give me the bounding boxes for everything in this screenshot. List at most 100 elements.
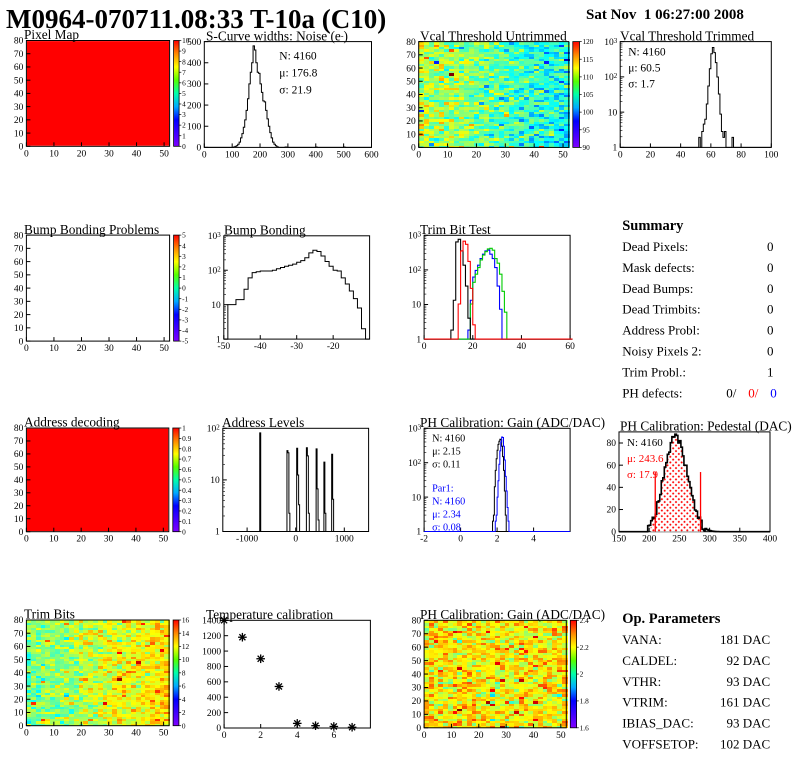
svg-text:200: 200 — [642, 535, 657, 545]
svg-text:40: 40 — [131, 729, 141, 739]
svg-text:100: 100 — [187, 122, 202, 132]
svg-text:1: 1 — [215, 528, 220, 538]
svg-text:0/: 0/ — [726, 386, 737, 401]
svg-text:40: 40 — [132, 344, 142, 354]
svg-text:2.2: 2.2 — [580, 643, 589, 652]
svg-text:40: 40 — [131, 535, 141, 545]
svg-text:40: 40 — [529, 731, 539, 741]
svg-text:10: 10 — [14, 324, 24, 334]
svg-text:90: 90 — [583, 143, 591, 152]
svg-text:10: 10 — [608, 108, 618, 118]
svg-text:-20: -20 — [327, 342, 340, 352]
svg-text:4: 4 — [182, 695, 186, 704]
svg-text:-40: -40 — [254, 342, 267, 352]
svg-text:1: 1 — [612, 144, 617, 154]
svg-text:μ: 176.8: μ: 176.8 — [279, 68, 317, 80]
svg-text:20: 20 — [472, 150, 482, 160]
svg-text:40: 40 — [132, 149, 142, 159]
svg-text:60: 60 — [14, 258, 24, 268]
svg-text:80: 80 — [607, 439, 617, 449]
svg-text:0: 0 — [182, 284, 186, 293]
svg-text:0: 0 — [24, 535, 29, 545]
svg-text:μ: 2.15: μ: 2.15 — [432, 446, 461, 457]
svg-text:0: 0 — [767, 323, 774, 338]
svg-text:Address decoding: Address decoding — [24, 415, 120, 430]
svg-text:80: 80 — [14, 616, 24, 626]
svg-text:4: 4 — [182, 241, 186, 250]
svg-text:300: 300 — [187, 80, 202, 90]
svg-text:30: 30 — [104, 344, 114, 354]
svg-text:Dead Pixels:: Dead Pixels: — [622, 239, 688, 254]
svg-text:10: 10 — [412, 493, 422, 503]
svg-text:0: 0 — [19, 337, 24, 347]
svg-text:20: 20 — [77, 149, 87, 159]
svg-text:60: 60 — [565, 342, 575, 352]
svg-text:20: 20 — [468, 342, 478, 352]
svg-text:30: 30 — [14, 489, 24, 499]
svg-text:0: 0 — [182, 721, 186, 730]
svg-text:σ: 0.08: σ: 0.08 — [432, 522, 461, 533]
svg-text:150: 150 — [612, 535, 627, 545]
svg-text:10: 10 — [49, 149, 59, 159]
svg-text:8: 8 — [182, 57, 186, 66]
svg-text:-2: -2 — [420, 535, 428, 545]
svg-text:400: 400 — [187, 59, 202, 69]
svg-text:0: 0 — [767, 344, 774, 359]
svg-text:50: 50 — [159, 535, 169, 545]
svg-text:400: 400 — [763, 535, 778, 545]
svg-text:N: 4160: N: 4160 — [628, 47, 666, 59]
svg-text:0: 0 — [24, 149, 29, 159]
svg-text:50: 50 — [556, 731, 566, 741]
svg-text:Noisy Pixels 2:: Noisy Pixels 2: — [622, 344, 701, 359]
svg-text:50: 50 — [159, 729, 169, 739]
svg-text:50: 50 — [14, 76, 24, 86]
svg-text:6: 6 — [182, 682, 186, 691]
svg-text:70: 70 — [14, 50, 24, 60]
svg-text:S-Curve widths: Noise (e-): S-Curve widths: Noise (e-) — [206, 28, 348, 43]
svg-text:181 DAC: 181 DAC — [720, 632, 770, 647]
svg-text:10: 10 — [182, 655, 190, 664]
svg-text:50: 50 — [406, 77, 416, 87]
svg-text:20: 20 — [14, 502, 24, 512]
svg-text:14: 14 — [182, 629, 190, 638]
svg-text:10: 10 — [447, 731, 457, 741]
svg-text:60: 60 — [706, 150, 716, 160]
svg-text:0.3: 0.3 — [182, 496, 191, 505]
svg-text:600: 600 — [364, 150, 379, 160]
svg-text:VTHR:: VTHR: — [622, 674, 661, 689]
svg-text:20: 20 — [406, 117, 416, 127]
svg-text:N: 4160: N: 4160 — [627, 437, 663, 449]
svg-text:10: 10 — [49, 535, 59, 545]
svg-text:0.7: 0.7 — [182, 455, 191, 464]
svg-text:0.9: 0.9 — [182, 434, 191, 443]
svg-text:σ: 0.11: σ: 0.11 — [432, 459, 460, 470]
svg-text:80: 80 — [14, 424, 24, 434]
svg-text:-1: -1 — [182, 294, 188, 303]
svg-text:80: 80 — [14, 37, 24, 47]
svg-text:50: 50 — [558, 150, 568, 160]
svg-text:0: 0 — [767, 260, 774, 275]
svg-text:VOFFSETOP:: VOFFSETOP: — [622, 737, 698, 752]
svg-text:102 DAC: 102 DAC — [720, 737, 770, 752]
svg-text:0.5: 0.5 — [182, 475, 191, 484]
svg-text:-1000: -1000 — [236, 535, 258, 545]
svg-text:50: 50 — [159, 149, 169, 159]
svg-text:40: 40 — [412, 670, 422, 680]
svg-text:10: 10 — [412, 711, 422, 721]
svg-text:0: 0 — [767, 302, 774, 317]
svg-text:Dead Trimbits:: Dead Trimbits: — [622, 302, 700, 317]
svg-text:PH defects:: PH defects: — [622, 386, 682, 401]
svg-text:6: 6 — [182, 78, 186, 87]
svg-text:Dead Bumps:: Dead Bumps: — [622, 281, 693, 296]
svg-text:120: 120 — [583, 37, 594, 46]
svg-text:0.6: 0.6 — [182, 465, 191, 474]
svg-text:2: 2 — [182, 708, 186, 717]
svg-text:0: 0 — [182, 527, 186, 536]
svg-text:40: 40 — [14, 90, 24, 100]
svg-text:250: 250 — [672, 535, 687, 545]
svg-text:80: 80 — [406, 38, 416, 48]
svg-text:0: 0 — [411, 144, 416, 154]
svg-text:105: 105 — [583, 90, 594, 99]
svg-text:10: 10 — [14, 709, 24, 719]
svg-text:8: 8 — [182, 668, 186, 677]
